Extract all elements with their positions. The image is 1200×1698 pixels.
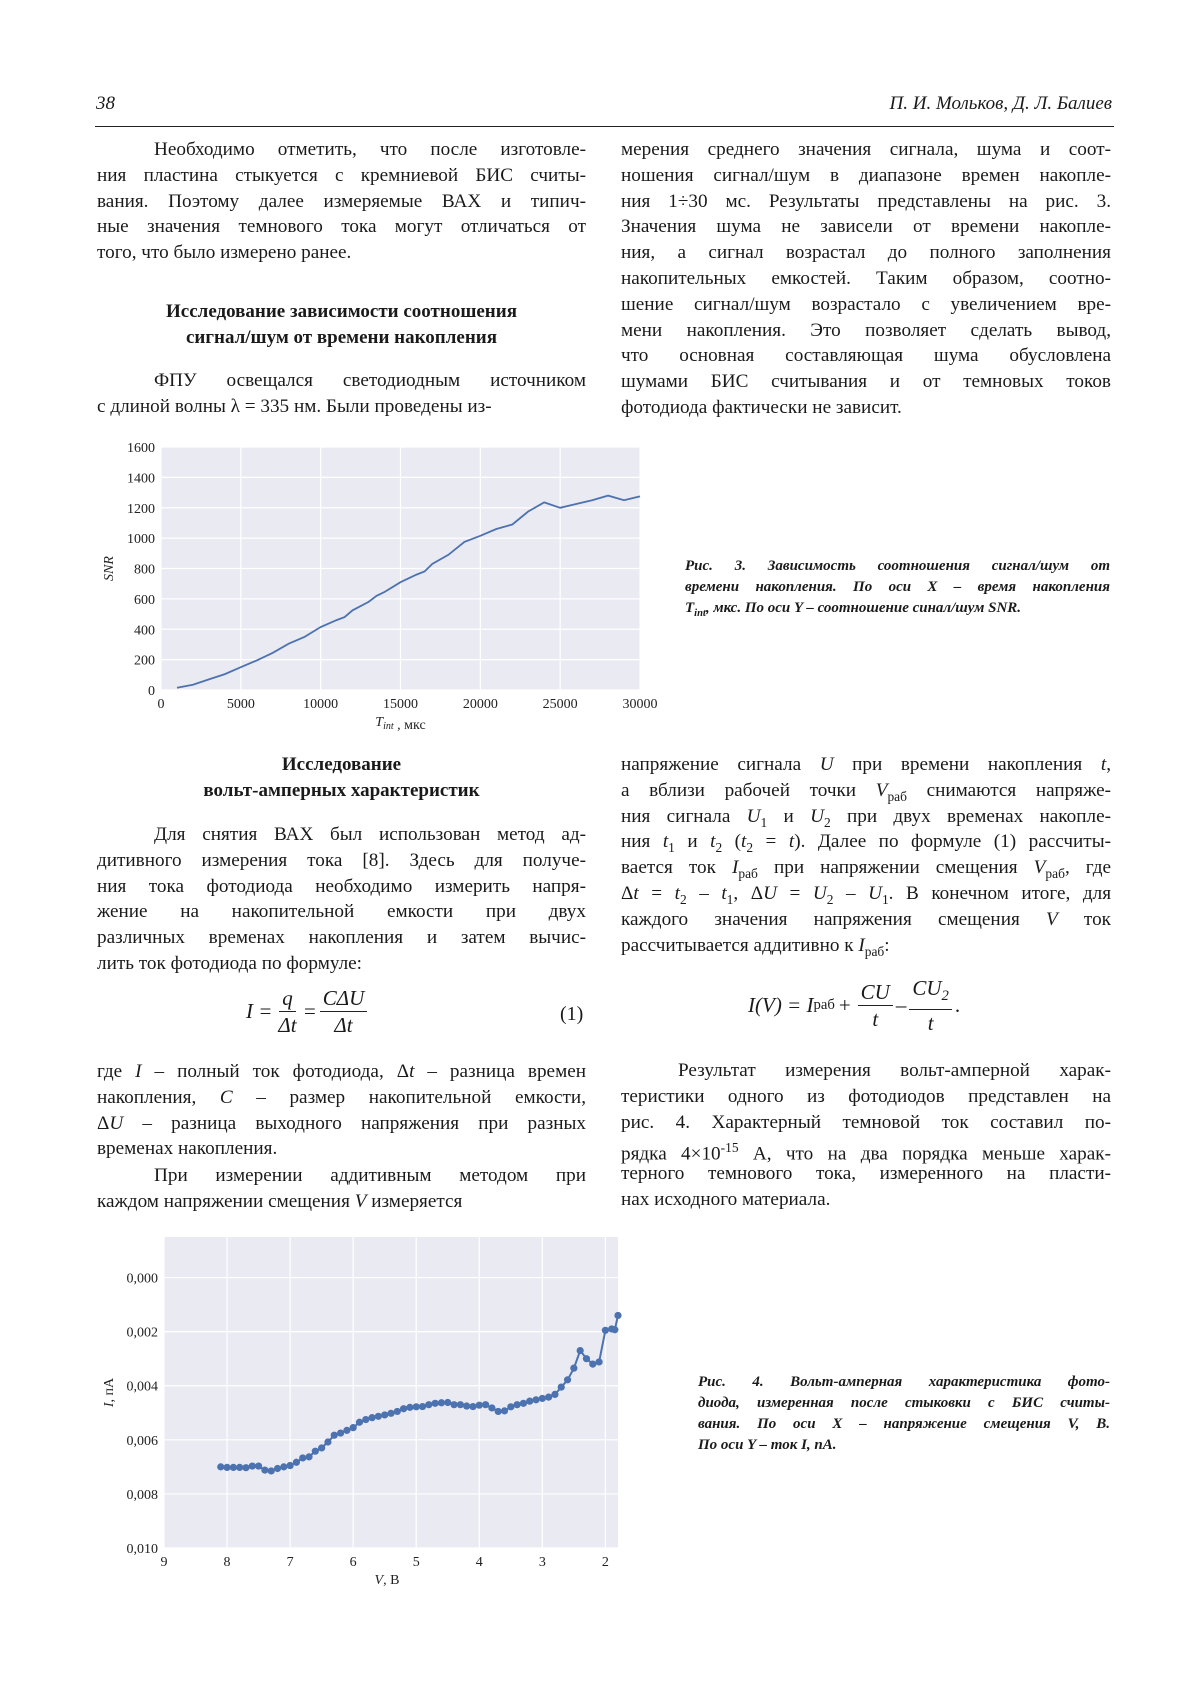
data-point xyxy=(482,1401,489,1408)
x-tick-label: 2 xyxy=(602,1555,609,1570)
figure-4-caption: Рис. 4. Вольт-амперная характеристика фо… xyxy=(698,1372,1110,1456)
data-point xyxy=(217,1463,224,1470)
data-point xyxy=(375,1413,382,1420)
data-point xyxy=(343,1427,350,1434)
text-line: вания. По оси X – напряжение смещения V,… xyxy=(698,1414,1110,1435)
text-line: По оси Y – ток I, пА. xyxy=(698,1435,1110,1456)
y-tick-label: 0,000 xyxy=(127,1272,159,1287)
y-tick-label: 0,010 xyxy=(127,1542,159,1557)
data-point xyxy=(312,1448,319,1455)
data-point xyxy=(438,1399,445,1406)
data-point xyxy=(356,1419,363,1426)
data-point xyxy=(419,1403,426,1410)
data-point xyxy=(223,1464,230,1471)
data-point xyxy=(331,1432,338,1439)
data-point xyxy=(362,1416,369,1423)
y-tick-label: 0,004 xyxy=(127,1380,159,1395)
data-point xyxy=(611,1326,618,1333)
data-point xyxy=(589,1361,596,1368)
x-tick-label: 5 xyxy=(413,1555,420,1570)
data-point xyxy=(261,1467,268,1474)
data-point xyxy=(324,1438,331,1445)
y-axis-label: I, пА xyxy=(102,1377,117,1408)
data-point xyxy=(520,1400,527,1407)
data-point xyxy=(400,1405,407,1412)
data-point xyxy=(614,1312,621,1319)
data-point xyxy=(463,1402,470,1409)
data-point xyxy=(476,1402,483,1409)
x-tick-label: 9 xyxy=(161,1555,168,1570)
data-point xyxy=(432,1400,439,1407)
data-point xyxy=(495,1408,502,1415)
data-point xyxy=(570,1365,577,1372)
x-tick-label: 3 xyxy=(539,1555,546,1570)
data-point xyxy=(387,1410,394,1417)
plot-background xyxy=(164,1237,618,1548)
text-line: диода, измеренная после стыковки с БИС с… xyxy=(698,1393,1110,1414)
data-point xyxy=(425,1401,432,1408)
y-tick-label: 0,002 xyxy=(127,1326,159,1341)
data-point xyxy=(337,1429,344,1436)
data-point xyxy=(293,1459,300,1466)
data-point xyxy=(280,1463,287,1470)
data-point xyxy=(350,1424,357,1431)
data-point xyxy=(602,1327,609,1334)
data-point xyxy=(514,1401,521,1408)
data-point xyxy=(368,1414,375,1421)
data-point xyxy=(545,1393,552,1400)
data-point xyxy=(457,1401,464,1408)
data-point xyxy=(381,1411,388,1418)
x-axis-label: V, В xyxy=(375,1573,400,1588)
data-point xyxy=(488,1404,495,1411)
data-point xyxy=(469,1403,476,1410)
data-point xyxy=(577,1347,584,1354)
data-point xyxy=(242,1464,249,1471)
data-point xyxy=(444,1399,451,1406)
data-point xyxy=(268,1467,275,1474)
y-tick-label: 0,008 xyxy=(127,1488,159,1503)
data-point xyxy=(394,1408,401,1415)
data-point xyxy=(249,1462,256,1469)
data-point xyxy=(532,1396,539,1403)
x-tick-label: 7 xyxy=(287,1555,294,1570)
data-point xyxy=(230,1464,237,1471)
data-point xyxy=(558,1383,565,1390)
x-tick-label: 4 xyxy=(476,1555,483,1570)
data-point xyxy=(539,1395,546,1402)
x-tick-label: 8 xyxy=(224,1555,231,1570)
data-point xyxy=(255,1462,262,1469)
data-point xyxy=(507,1403,514,1410)
data-point xyxy=(305,1453,312,1460)
data-point xyxy=(413,1403,420,1410)
x-tick-label: 6 xyxy=(350,1555,357,1570)
data-point xyxy=(595,1358,602,1365)
data-point xyxy=(299,1454,306,1461)
data-point xyxy=(236,1464,243,1471)
text-line: Рис. 4. Вольт-амперная характеристика фо… xyxy=(698,1372,1110,1393)
data-point xyxy=(450,1401,457,1408)
y-tick-label: 0,006 xyxy=(127,1434,159,1449)
data-point xyxy=(564,1376,571,1383)
data-point xyxy=(583,1355,590,1362)
data-point xyxy=(287,1462,294,1469)
data-point xyxy=(318,1444,325,1451)
data-point xyxy=(551,1391,558,1398)
data-point xyxy=(526,1398,533,1405)
data-point xyxy=(274,1465,281,1472)
data-point xyxy=(501,1407,508,1414)
data-point xyxy=(406,1404,413,1411)
